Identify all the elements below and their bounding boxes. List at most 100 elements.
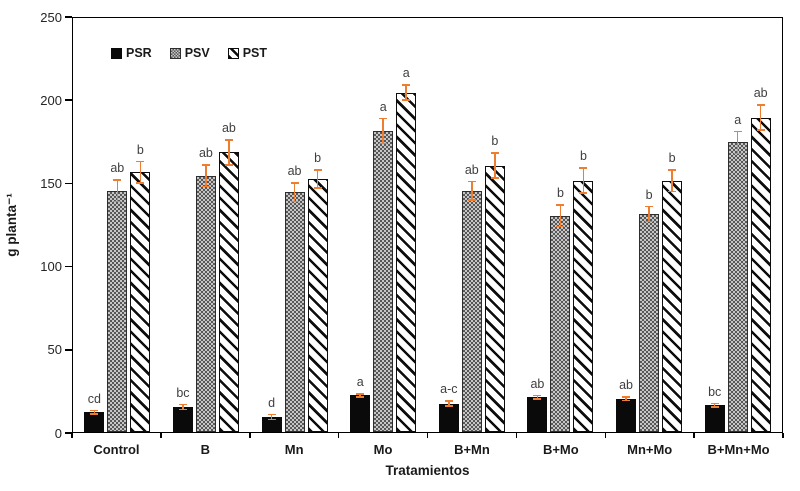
bar-group: bc ab ab xyxy=(162,18,251,432)
significance-letter: d xyxy=(268,395,276,410)
significance-letter: a xyxy=(734,112,742,127)
error-bar xyxy=(491,152,498,180)
error-bar xyxy=(90,409,98,415)
significance-letter: a xyxy=(402,66,410,81)
y-tick-label: 150 xyxy=(40,175,62,191)
error-bar xyxy=(468,180,475,201)
bar-slot: ab xyxy=(284,18,305,432)
significance-letter: b xyxy=(556,186,564,201)
bar-psr xyxy=(172,407,193,432)
bar-group: ab b b xyxy=(605,18,694,432)
x-tick-label: Mo xyxy=(373,442,393,457)
bar-psr xyxy=(704,405,725,432)
bar-psv xyxy=(195,175,216,432)
bar-pst xyxy=(573,180,594,432)
bar-slot: b xyxy=(307,18,328,432)
bar-pst xyxy=(218,152,239,432)
bar-slot: b xyxy=(550,18,571,432)
x-tick-label: Control xyxy=(93,442,140,457)
bar-psr xyxy=(84,412,105,432)
significance-letter: a xyxy=(379,99,387,114)
x-tick-mark xyxy=(160,433,162,438)
significance-letter: a xyxy=(356,374,364,389)
x-tick-label: B xyxy=(200,442,210,457)
bar-psr xyxy=(261,417,282,432)
y-tick-mark xyxy=(65,432,72,434)
bar-slot: b xyxy=(662,18,683,432)
bar-pst xyxy=(396,92,417,432)
error-bar xyxy=(622,396,630,402)
bar-slot: ab xyxy=(107,18,128,432)
x-tick-mark xyxy=(71,433,73,438)
bar-slot: ab xyxy=(461,18,482,432)
bar-psv xyxy=(550,215,571,432)
error-bar xyxy=(580,167,587,195)
error-bar xyxy=(225,139,232,166)
bar-psv xyxy=(461,190,482,432)
error-bar xyxy=(711,402,718,408)
bar-pst xyxy=(750,117,771,432)
bar-slot: b xyxy=(484,18,505,432)
bar-psv xyxy=(284,192,305,432)
x-axis-title: Tratamientos xyxy=(385,463,470,478)
plot-area: cd ab b bc ab ab d ab b a a a a-c ab b ab b b ab b b bc a ab PS… xyxy=(72,17,783,433)
x-tick-mark xyxy=(249,433,251,438)
bar-slot: bc xyxy=(704,18,725,432)
significance-letter: ab xyxy=(530,376,545,391)
bar-slot: a xyxy=(350,18,371,432)
legend-label: PSR xyxy=(126,46,152,60)
bar-slot: b xyxy=(573,18,594,432)
significance-letter: b xyxy=(136,142,144,157)
error-bar xyxy=(379,117,387,145)
bar-slot: ab xyxy=(218,18,239,432)
y-tick-mark xyxy=(65,349,72,351)
bar-group: d ab b xyxy=(250,18,339,432)
significance-letter: b xyxy=(645,187,653,202)
significance-letter: a-c xyxy=(440,382,458,397)
error-bar xyxy=(291,182,298,203)
bar-slot: a xyxy=(727,18,748,432)
error-bar xyxy=(668,169,676,193)
bar-slot: cd xyxy=(84,18,105,432)
x-tick-label: B+Mo xyxy=(542,442,579,457)
significance-letter: ab xyxy=(110,161,125,176)
x-tick-mark xyxy=(604,433,606,438)
bar-slot: a xyxy=(396,18,417,432)
bar-psv xyxy=(373,130,394,432)
error-bar xyxy=(445,400,452,408)
significance-letter: ab xyxy=(198,146,213,161)
bar-group: a a a xyxy=(339,18,428,432)
error-bar xyxy=(179,403,186,411)
bar-psr xyxy=(527,397,548,432)
significance-letter: ab xyxy=(619,378,634,393)
bar-group: ab b b xyxy=(516,18,605,432)
bar-slot: a xyxy=(373,18,394,432)
error-bar xyxy=(314,169,321,190)
significance-letter: ab xyxy=(753,86,768,101)
x-tick-label: B+Mn+Mo xyxy=(707,442,770,457)
bar-slot: d xyxy=(261,18,282,432)
error-bar xyxy=(202,164,209,188)
x-tick-label: B+Mn xyxy=(454,442,490,457)
error-bar xyxy=(113,179,121,203)
significance-letter: ab xyxy=(221,121,236,136)
error-bar xyxy=(356,392,364,398)
legend-label: PSV xyxy=(184,46,210,60)
x-tick-mark xyxy=(337,433,340,438)
x-tick-mark xyxy=(693,433,695,438)
bar-slot: b xyxy=(639,18,660,432)
significance-letter: cd xyxy=(87,391,101,406)
bar-psr xyxy=(616,398,637,432)
bar-pst xyxy=(307,179,328,432)
x-tick-label: Mn+Mo xyxy=(627,442,673,457)
bar-psv xyxy=(107,190,128,432)
bar-slot: a-c xyxy=(438,18,459,432)
significance-letter: bc xyxy=(708,384,722,399)
y-tick-label: 250 xyxy=(40,9,62,25)
bar-slot: ab xyxy=(195,18,216,432)
error-bar xyxy=(268,413,275,421)
y-tick-label: 200 xyxy=(40,92,62,108)
bar-psr xyxy=(438,403,459,432)
bar-groups: cd ab b bc ab ab d ab b a a a a-c ab b ab b b ab b b bc a ab xyxy=(73,18,782,432)
